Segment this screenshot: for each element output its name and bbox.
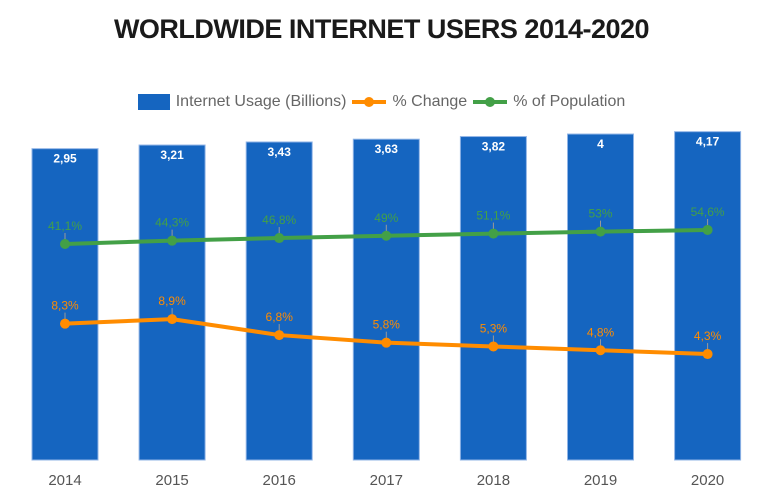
data-label-2020: 54,6%	[691, 205, 725, 219]
point-2015	[167, 314, 178, 325]
x-tick-2017: 2017	[370, 472, 403, 489]
data-label-2015: 8,9%	[158, 294, 186, 308]
data-label-2014: 41,1%	[48, 219, 82, 233]
data-label-2019: 4,8%	[587, 325, 615, 339]
data-label-2014: 8,3%	[51, 299, 79, 313]
point-2014	[60, 318, 70, 329]
x-tick-2020: 2020	[691, 472, 724, 489]
x-tick-2019: 2019	[584, 472, 617, 489]
data-label-2017: 49%	[374, 211, 398, 225]
legend-swatch-line-green	[473, 97, 508, 107]
point-2019	[595, 226, 606, 237]
point-2020	[702, 224, 713, 235]
point-2018	[488, 228, 499, 239]
legend-label: Internet Usage (Billions)	[175, 93, 347, 110]
legend-swatch-bar	[137, 94, 170, 110]
point-2018	[488, 341, 499, 352]
bar-label-2020: 4,17	[696, 135, 720, 149]
point-2017	[381, 337, 392, 348]
bar-2016	[245, 141, 313, 461]
point-2019	[595, 345, 606, 356]
data-label-2017: 5,8%	[373, 318, 401, 332]
legend-swatch-line-orange	[352, 97, 387, 107]
x-tick-2016: 2016	[263, 472, 296, 489]
legend-item-internet-usage[interactable]: Internet Usage (Billions)	[137, 93, 347, 111]
bar-2017	[352, 138, 420, 461]
bar-label-2017: 3,63	[375, 142, 399, 156]
data-label-2018: 5,3%	[480, 321, 508, 335]
data-label-2016: 6,8%	[266, 310, 294, 324]
bar-2014	[31, 148, 99, 461]
legend-label: % of Population	[513, 93, 626, 110]
data-label-2019: 53%	[588, 207, 612, 221]
x-tick-2015: 2015	[155, 472, 188, 489]
data-label-2016: 46,8%	[262, 213, 296, 227]
point-2017	[381, 230, 392, 241]
data-label-2020: 4,3%	[694, 329, 722, 343]
bar-2019	[567, 133, 634, 461]
bar-2020	[674, 131, 742, 461]
legend-item-change[interactable]: % Change	[352, 93, 467, 111]
bar-label-2014: 2,95	[53, 152, 77, 166]
data-label-2015: 44,3%	[155, 216, 189, 230]
bar-label-2018: 3,82	[482, 140, 506, 154]
bar-label-2015: 3,21	[160, 148, 184, 162]
legend: Internet Usage (Billions) % Change % of …	[0, 93, 763, 111]
bar-2018	[459, 136, 527, 461]
point-2014	[60, 238, 70, 249]
bar-label-2016: 3,43	[268, 145, 292, 159]
legend-item-population[interactable]: % of Population	[473, 93, 625, 111]
chart-title: WORLDWIDE INTERNET USERS 2014-2020	[113, 14, 650, 44]
bar-label-2019: 4	[597, 137, 604, 151]
point-2016	[274, 330, 285, 341]
data-label-2018: 51,1%	[476, 209, 510, 223]
legend-label: % Change	[392, 93, 468, 110]
x-tick-2014: 2014	[48, 472, 81, 489]
point-2020	[702, 349, 713, 360]
x-tick-2018: 2018	[477, 472, 510, 489]
point-2016	[274, 233, 285, 244]
point-2015	[167, 235, 178, 246]
bar-2015	[138, 144, 206, 461]
